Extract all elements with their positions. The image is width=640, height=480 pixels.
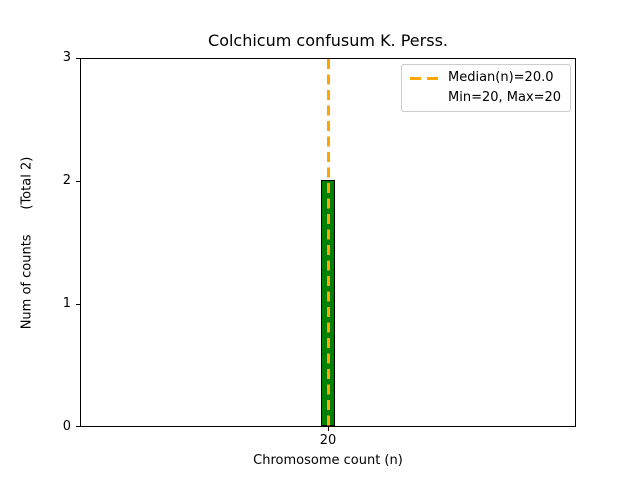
ytick-label-1: 1	[62, 296, 71, 311]
ytick-label-3: 3	[62, 50, 71, 65]
plot-area: Median(n)=20.0 Min=20, Max=20	[80, 58, 576, 427]
legend-sample-spacer	[410, 97, 438, 100]
legend-median-label: Median(n)=20.0	[448, 70, 554, 85]
x-axis-label: Chromosome count (n)	[253, 453, 403, 468]
chart-title: Colchicum confusum K. Perss.	[208, 31, 448, 50]
ytick-label-0: 0	[62, 419, 71, 434]
xtick-label-20: 20	[319, 433, 337, 448]
y-axis-label-container: Num of counts (Total 2)	[13, 58, 41, 427]
ytick-mark-0	[76, 426, 80, 427]
ytick-mark-1	[76, 304, 80, 305]
median-dashed-line	[326, 59, 330, 426]
ytick-mark-3	[76, 58, 80, 59]
median-line-legend-sample-icon	[410, 76, 438, 80]
xtick-mark-20	[328, 427, 329, 431]
legend: Median(n)=20.0 Min=20, Max=20	[401, 64, 571, 112]
ytick-mark-2	[76, 181, 80, 182]
legend-row-minmax: Min=20, Max=20	[408, 88, 564, 108]
legend-row-median: Median(n)=20.0	[408, 68, 564, 88]
y-axis-label: Num of counts (Total 2)	[19, 156, 35, 329]
ytick-label-2: 2	[62, 173, 71, 188]
legend-minmax-label: Min=20, Max=20	[448, 90, 562, 105]
